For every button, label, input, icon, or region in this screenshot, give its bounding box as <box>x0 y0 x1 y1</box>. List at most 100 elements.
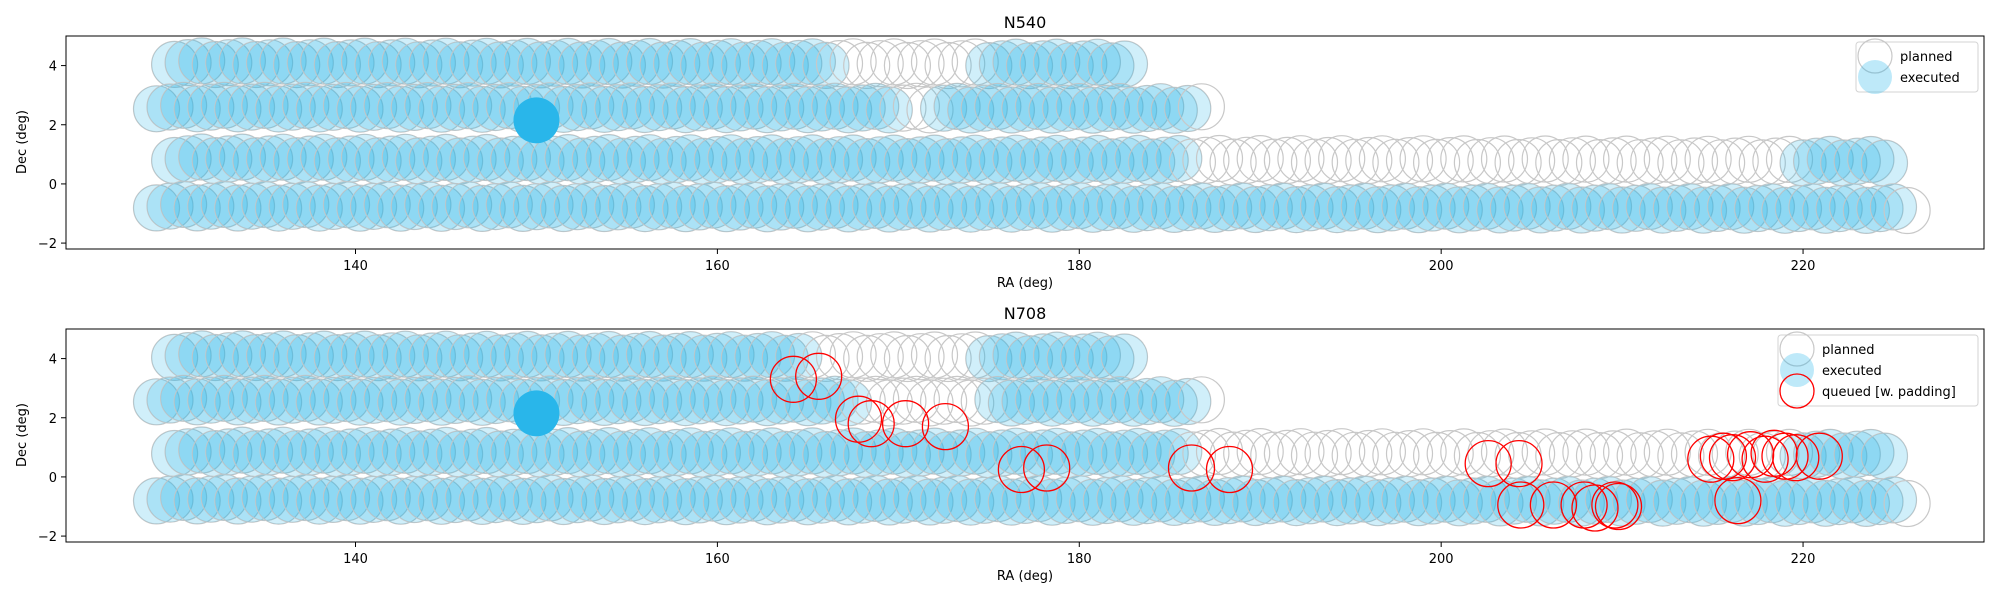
planned-point <box>1218 182 1266 230</box>
planned-point <box>919 476 968 524</box>
executed-point <box>1829 183 1876 230</box>
executed-point <box>1422 476 1469 523</box>
planned-point <box>1562 135 1610 183</box>
executed-point <box>1020 333 1067 380</box>
executed-point <box>830 135 877 181</box>
legend-marker-planned <box>1779 331 1815 367</box>
planned-point <box>1299 182 1348 230</box>
planned-point <box>282 473 330 522</box>
planned-point <box>648 82 696 130</box>
planned-point <box>1109 185 1158 233</box>
x-tick-label: 220 <box>1791 552 1816 567</box>
planned-point <box>354 41 402 89</box>
executed-point <box>242 82 288 129</box>
planned-point <box>1272 186 1321 234</box>
executed-point <box>703 86 750 133</box>
executed-point <box>242 375 288 422</box>
planned-point <box>1842 479 1891 527</box>
executed-point <box>1087 431 1134 478</box>
planned-point <box>322 474 371 522</box>
planned-point <box>1869 183 1918 231</box>
executed-point <box>938 429 985 476</box>
executed-point <box>599 335 646 382</box>
executed-point <box>1060 41 1107 87</box>
planned-point <box>594 84 642 132</box>
planned-point <box>178 330 226 378</box>
planned-point <box>1602 135 1651 183</box>
executed-point <box>649 182 696 229</box>
planned-point <box>811 181 859 229</box>
executed-point <box>721 431 768 478</box>
executed-point <box>974 182 1021 229</box>
executed-point <box>554 183 601 230</box>
executed-point <box>744 86 791 133</box>
planned-point <box>146 83 194 131</box>
executed-point <box>1775 478 1822 525</box>
planned-point <box>173 378 221 426</box>
executed-point <box>735 40 782 87</box>
executed-point <box>594 377 641 424</box>
planned-point <box>1001 377 1049 425</box>
planned-point <box>232 333 280 382</box>
executed-point <box>594 84 641 131</box>
planned-point <box>1399 135 1447 183</box>
executed-point <box>979 430 1026 476</box>
executed-point <box>214 85 261 132</box>
executed-point <box>287 136 334 182</box>
executed-point <box>1047 431 1094 478</box>
planned-point <box>625 330 674 379</box>
planned-point <box>1100 40 1149 88</box>
executed-point <box>649 83 696 129</box>
planned-point <box>336 184 384 232</box>
planned-point <box>1707 183 1755 231</box>
executed-point <box>391 377 438 424</box>
planned-point <box>1394 479 1443 527</box>
executed-point <box>843 138 890 185</box>
planned-point <box>151 333 199 381</box>
planned-point <box>472 476 520 524</box>
planned-point <box>1774 477 1823 526</box>
planned-point <box>919 377 968 425</box>
executed-point <box>269 476 316 523</box>
planned-point <box>843 41 891 90</box>
executed-point <box>255 379 302 425</box>
planned-point <box>648 181 696 229</box>
executed-point <box>1639 187 1686 234</box>
planned-point <box>567 474 615 522</box>
executed-point <box>1287 184 1333 231</box>
executed-point <box>160 474 207 521</box>
executed-point <box>594 476 641 523</box>
executed-point <box>789 38 836 85</box>
executed-point <box>1395 479 1442 526</box>
planned-point <box>350 475 398 523</box>
planned-point <box>797 183 846 231</box>
planned-point <box>1155 427 1203 476</box>
planned-point <box>1462 182 1511 230</box>
planned-point <box>625 37 674 86</box>
planned-point <box>1625 182 1673 231</box>
planned-point <box>187 376 235 424</box>
planned-point <box>748 134 796 182</box>
executed-point <box>450 429 497 476</box>
executed-point <box>518 431 564 478</box>
planned-point <box>268 475 316 523</box>
planned-point <box>1489 477 1538 525</box>
executed-point <box>798 477 845 524</box>
planned-point <box>1612 184 1660 232</box>
planned-point <box>417 184 466 232</box>
planned-point <box>648 375 696 423</box>
executed-point <box>789 427 836 474</box>
planned-point <box>160 473 208 521</box>
executed-point <box>708 331 754 378</box>
planned-point <box>341 37 389 85</box>
axes-frame <box>65 328 1985 543</box>
planned-point <box>431 376 479 424</box>
executed-point <box>1042 85 1089 132</box>
planned-point <box>1354 479 1402 527</box>
planned-point <box>1177 376 1226 424</box>
legend-marker-executed <box>1858 60 1892 94</box>
executed-point <box>531 136 578 183</box>
executed-point <box>812 182 858 229</box>
planned-point <box>309 376 357 424</box>
executed-point <box>147 84 193 130</box>
